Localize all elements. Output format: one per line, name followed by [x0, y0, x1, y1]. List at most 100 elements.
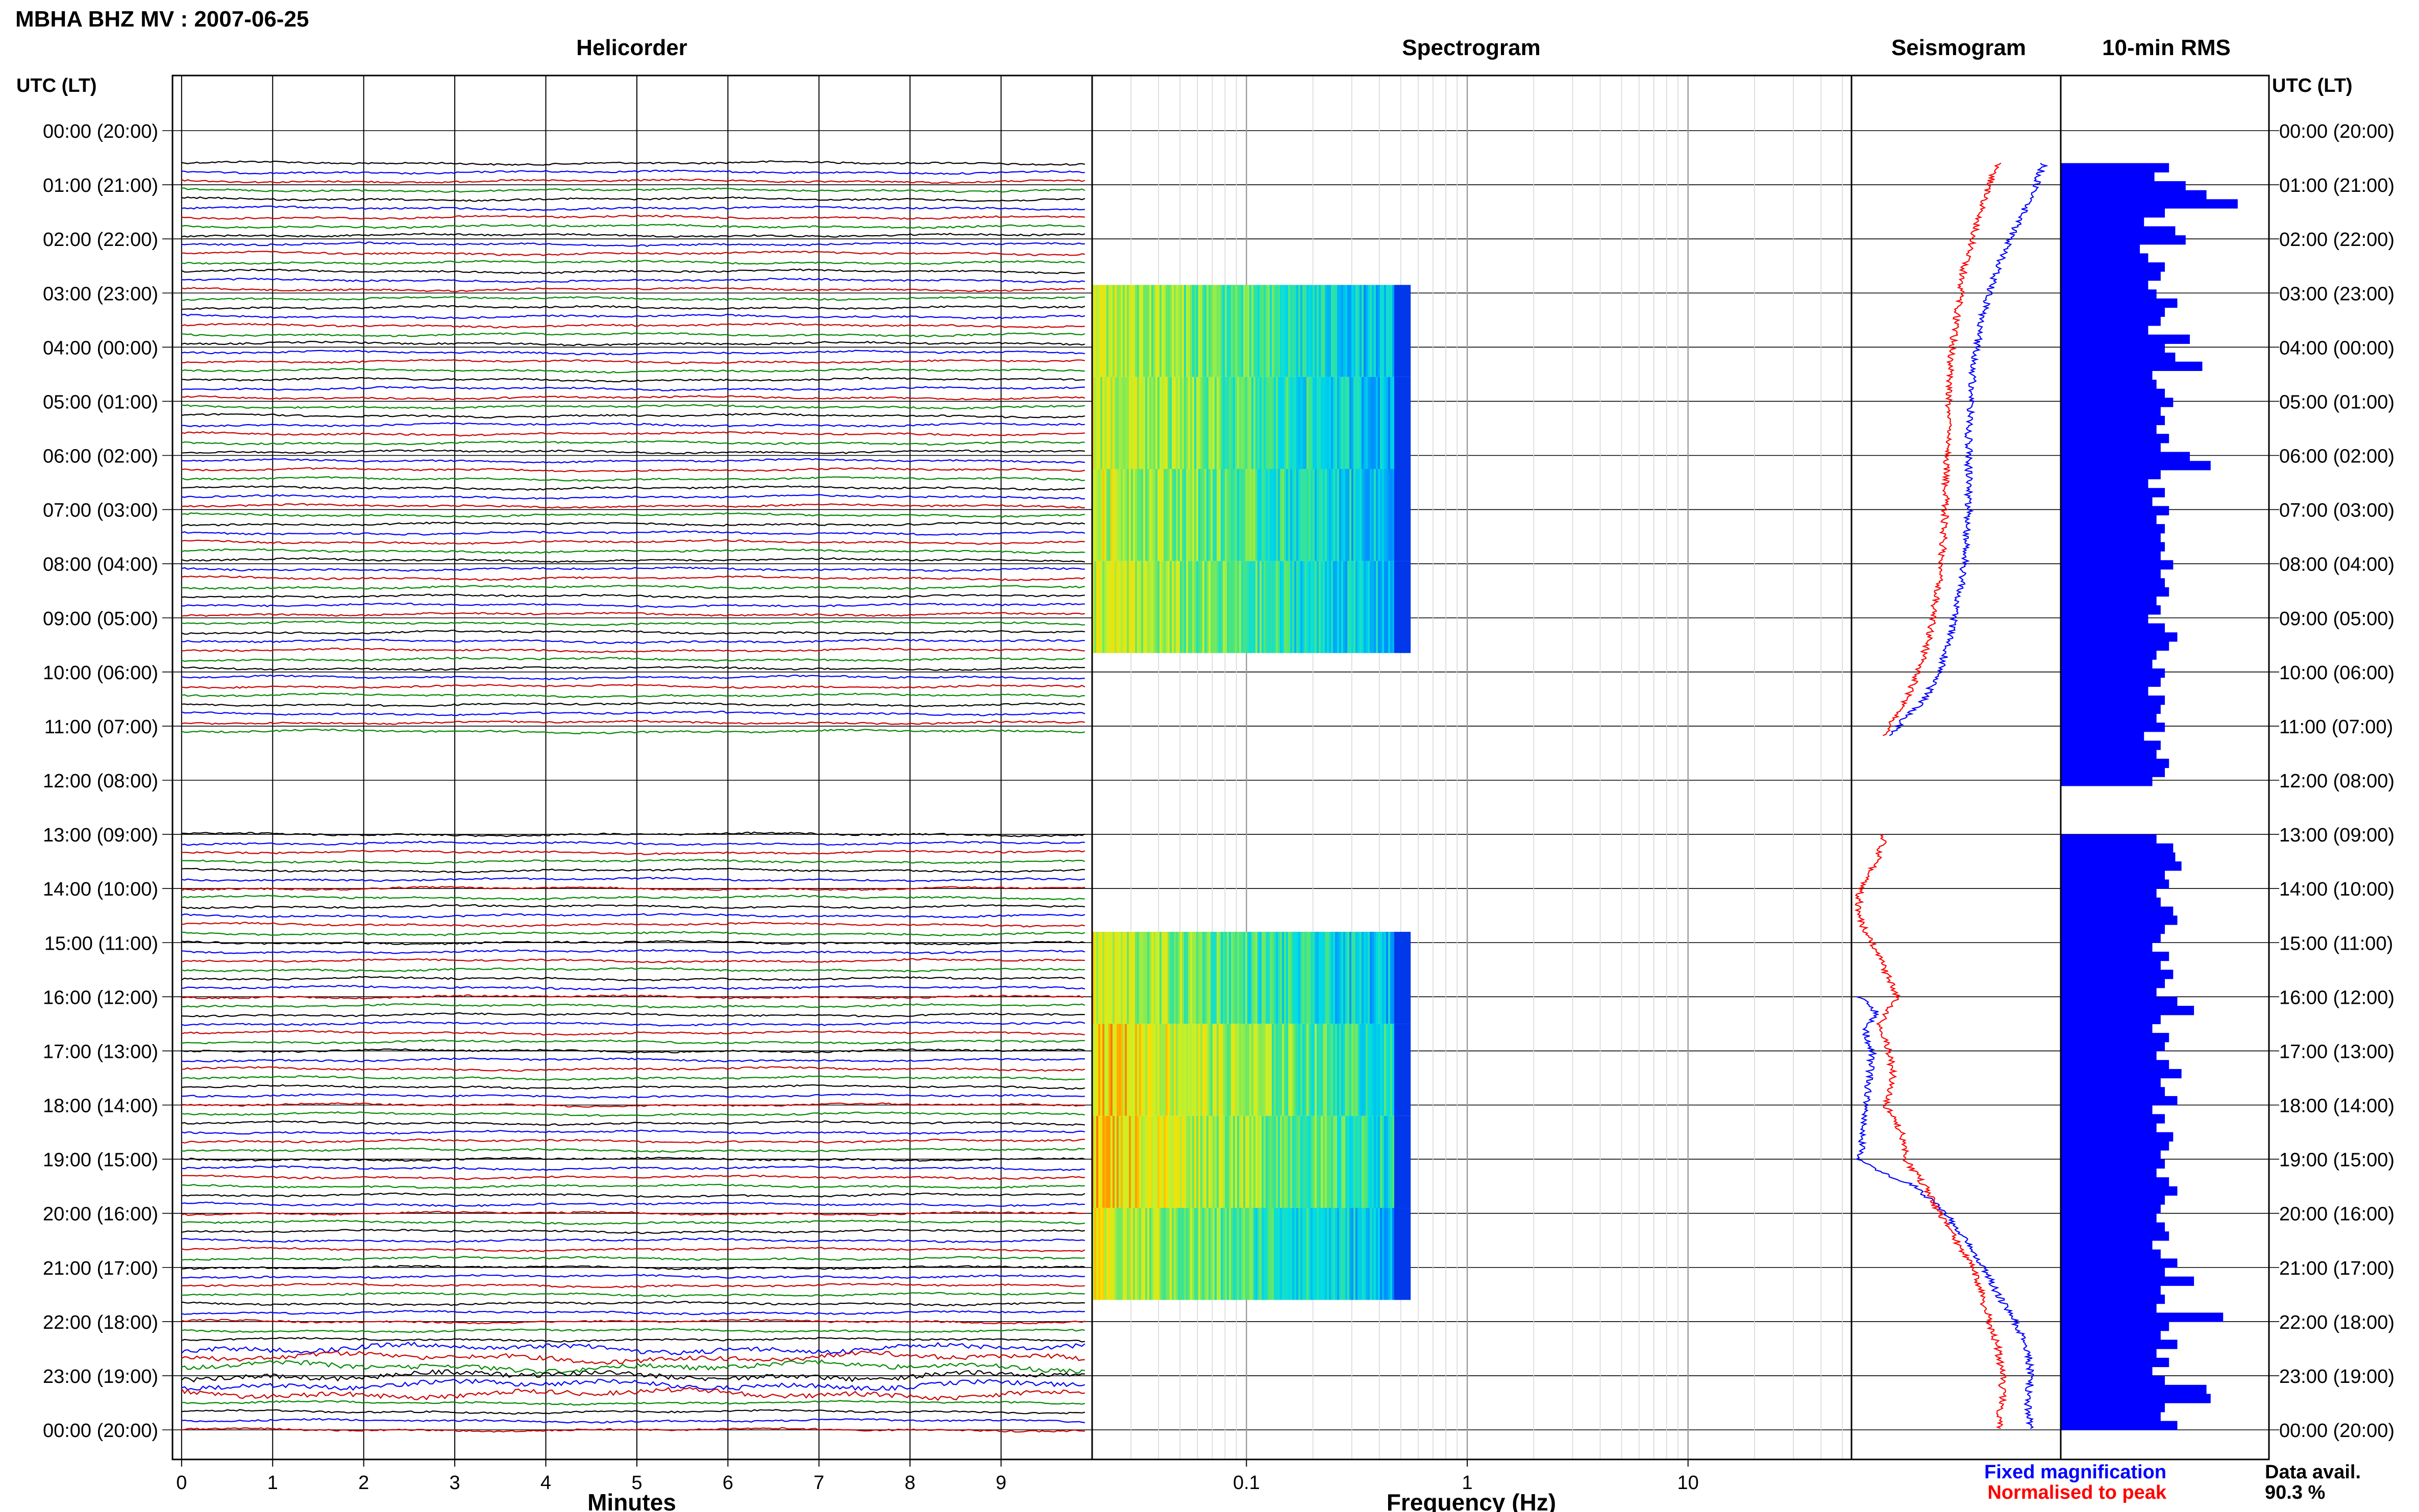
spectrogram-cell	[1204, 1208, 1207, 1300]
spectrogram-cell	[1327, 1208, 1329, 1300]
spectrogram-cell	[1104, 1116, 1107, 1208]
spectrogram-cell	[1151, 285, 1154, 377]
spectrogram-cell	[1388, 1116, 1391, 1208]
spectrogram-cell	[1355, 1208, 1358, 1300]
spectrogram-cell	[1243, 1116, 1246, 1208]
spectrogram-cell	[1384, 377, 1387, 469]
spectrogram-cell	[1178, 469, 1180, 561]
rms-bar	[2061, 1204, 2161, 1214]
helicorder-trace	[181, 710, 1085, 716]
hour-label-right: 07:00 (03:00)	[2279, 500, 2395, 522]
helicorder-xtick-label: 7	[813, 1472, 824, 1494]
spectrogram-cell	[1331, 932, 1334, 1024]
spectrogram-cell	[1270, 285, 1272, 377]
spectrogram-cell	[1376, 1116, 1378, 1208]
spectrogram-cell	[1309, 1208, 1311, 1300]
spectrogram-cell	[1176, 561, 1178, 653]
spectrogram-cell	[1192, 1116, 1195, 1208]
spectrogram-cell	[1237, 1024, 1240, 1116]
helicorder-trace	[181, 359, 1085, 364]
rms-bar	[2061, 515, 2157, 525]
spectrogram-cell	[1106, 1024, 1109, 1116]
spectrogram-cell	[1392, 1024, 1395, 1116]
rms-bar	[2061, 1394, 2211, 1403]
spectrogram-cell	[1180, 1116, 1182, 1208]
rms-bar	[2061, 1276, 2194, 1286]
spectrogram-cell	[1357, 1208, 1360, 1300]
spectrogram-cell	[1145, 1024, 1148, 1116]
spectrogram-cell	[1290, 932, 1293, 1024]
spectrogram-cell	[1317, 377, 1319, 469]
spectrogram-cell	[1306, 1024, 1309, 1116]
spectrogram-cell	[1243, 377, 1246, 469]
spectrogram-cell	[1266, 285, 1268, 377]
spectrogram-cell	[1202, 377, 1205, 469]
spectrogram-cell	[1237, 1116, 1240, 1208]
spectrogram-cell	[1119, 932, 1121, 1024]
spectrogram-cell	[1355, 561, 1358, 653]
spectrogram-cell	[1337, 469, 1340, 561]
spectrogram-cell	[1206, 1208, 1209, 1300]
spectrogram-cell	[1211, 285, 1213, 377]
helicorder-trace	[181, 877, 1085, 882]
spectrogram-cell	[1186, 1208, 1189, 1300]
spectrogram-cell	[1368, 932, 1370, 1024]
spectrogram-cell	[1227, 469, 1229, 561]
spectrogram-cell	[1194, 469, 1197, 561]
spectrogram-cell	[1372, 1116, 1374, 1208]
spectrogram-cell	[1402, 1116, 1405, 1208]
spectrogram-cell	[1286, 285, 1289, 377]
spectrogram-cell	[1249, 469, 1252, 561]
spectrogram-cell	[1339, 561, 1342, 653]
spectrogram-cell	[1223, 469, 1225, 561]
spectrogram-cell	[1135, 469, 1138, 561]
spectrogram-cell	[1155, 1208, 1158, 1300]
spectrogram-cell	[1325, 377, 1327, 469]
helicorder-trace	[181, 277, 1085, 283]
spectrogram-cell	[1306, 561, 1309, 653]
spectrogram-cell	[1151, 377, 1154, 469]
spectrogram-cell	[1172, 1116, 1174, 1208]
spectrogram-cell	[1182, 1024, 1184, 1116]
spectrogram-cell	[1278, 1116, 1280, 1208]
spectrogram-cell	[1098, 1208, 1101, 1300]
spectrogram-cell	[1304, 1024, 1307, 1116]
rms-bar	[2061, 271, 2161, 281]
spectrogram-cell	[1272, 932, 1274, 1024]
spectrogram-cell	[1357, 932, 1360, 1024]
legend-normalised-to-peak: Normalised to peak	[1987, 1482, 2166, 1503]
rms-bar	[2061, 614, 2149, 624]
spectrogram-cell	[1284, 469, 1287, 561]
spectrogram-cell	[1280, 1208, 1282, 1300]
spectrogram-cell	[1309, 377, 1311, 469]
spectrogram-cell	[1298, 377, 1301, 469]
spectrogram-cell	[1235, 561, 1238, 653]
spectrogram-cell	[1292, 285, 1295, 377]
hour-label-left: 09:00 (05:00)	[43, 608, 158, 630]
spectrogram-cell	[1321, 1208, 1323, 1300]
spectrogram-cell	[1376, 561, 1378, 653]
spectrogram-cell	[1323, 561, 1325, 653]
spectrogram-cell	[1200, 561, 1203, 653]
spectrogram-cell	[1219, 1208, 1221, 1300]
spectrogram-cell	[1108, 377, 1111, 469]
spectrogram-cell	[1270, 377, 1272, 469]
spectrogram-cell	[1257, 1208, 1260, 1300]
spectrogram-cell	[1168, 285, 1170, 377]
rms-bar	[2061, 469, 2161, 480]
spectrogram-cell	[1123, 285, 1125, 377]
spectrogram-cell	[1288, 469, 1291, 561]
spectrogram-cell	[1286, 1208, 1289, 1300]
spectrogram-cell	[1339, 377, 1342, 469]
spectrogram-cell	[1360, 1208, 1362, 1300]
helicorder-trace	[181, 904, 1085, 909]
spectrogram-cell	[1208, 469, 1211, 561]
spectrogram-cell	[1309, 1116, 1311, 1208]
rms-bar	[2061, 641, 2169, 651]
spectrogram-cell	[1409, 469, 1411, 561]
spectrogram-cell	[1206, 1116, 1209, 1208]
rms-bar	[2061, 650, 2157, 660]
spectrogram-cell	[1311, 285, 1313, 377]
spectrogram-cell	[1219, 561, 1221, 653]
hour-label-right: 11:00 (07:00)	[2279, 716, 2393, 738]
